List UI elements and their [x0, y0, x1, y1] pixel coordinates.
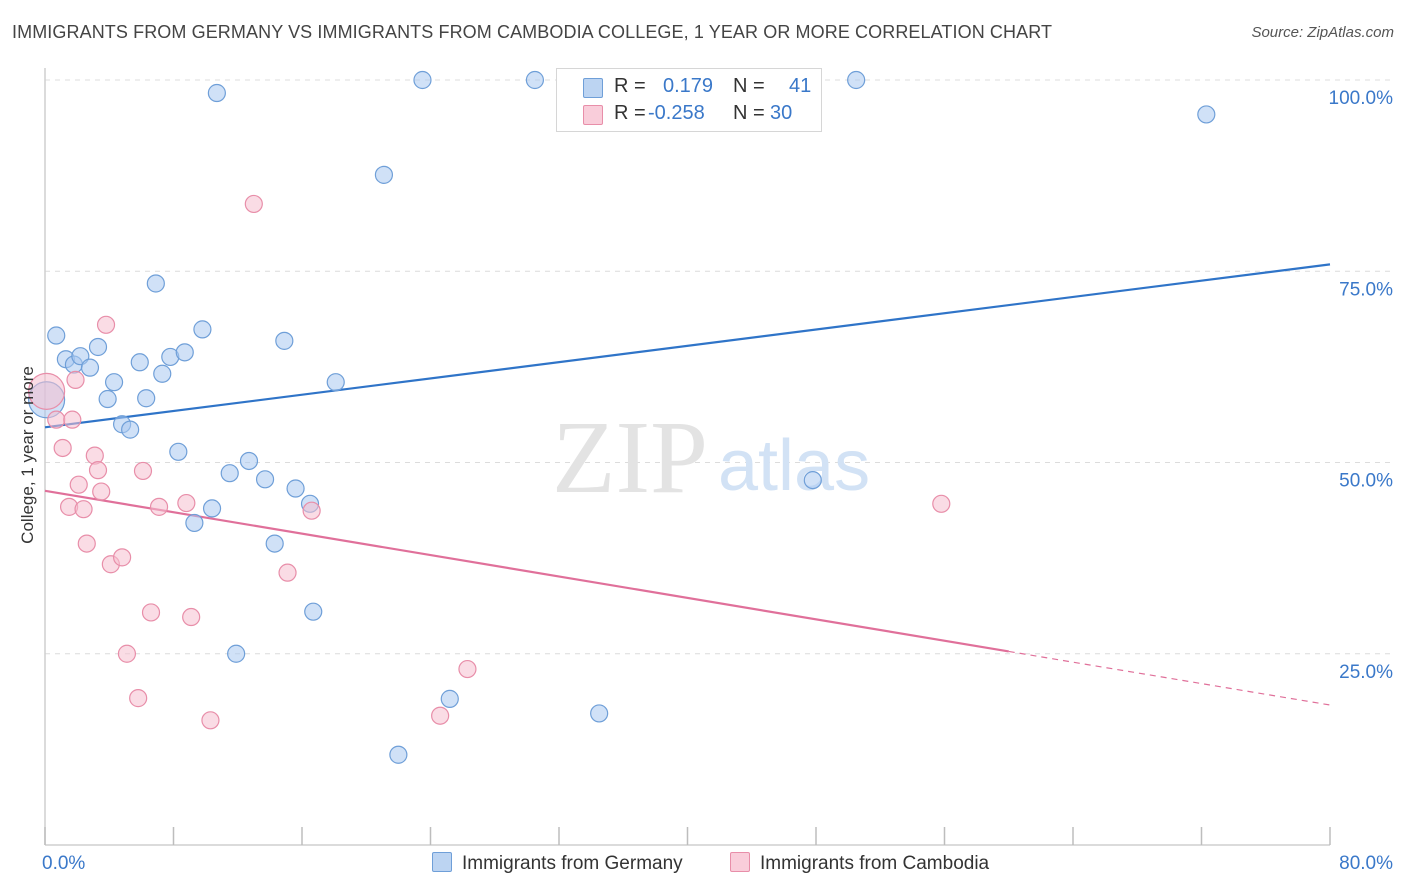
data-point-series-0 — [169, 442, 188, 461]
data-point-series-1 — [53, 438, 72, 458]
legend-item-cambodia: Immigrants from Cambodia — [730, 852, 989, 875]
axes — [44, 68, 1331, 846]
data-point-series-1 — [96, 315, 116, 334]
data-point-series-0 — [153, 364, 172, 383]
data-point-series-1 — [177, 493, 196, 513]
grid-lines — [45, 79, 1395, 655]
data-point-series-0 — [590, 704, 609, 723]
data-point-series-0 — [80, 358, 100, 377]
y-tick-label: 75.0% — [1339, 279, 1393, 300]
data-point-series-1 — [112, 548, 132, 567]
data-point-series-0 — [847, 70, 866, 90]
data-point-series-0 — [389, 745, 408, 764]
x-tick-label-max: 80.0% — [1339, 853, 1393, 874]
data-point-series-1 — [431, 706, 450, 725]
data-point-series-0 — [275, 331, 294, 350]
trend-lines — [44, 263, 1331, 706]
data-point-series-0 — [440, 689, 459, 708]
data-point-series-0 — [286, 479, 305, 498]
data-point-series-0 — [193, 320, 212, 339]
data-point-series-0 — [121, 420, 140, 439]
data-point-series-1 — [201, 711, 220, 730]
data-point-series-0 — [304, 602, 323, 621]
data-point-series-1 — [92, 482, 111, 501]
data-point-series-0 — [130, 353, 149, 372]
data-point-series-0 — [88, 337, 108, 357]
data-point-series-0 — [803, 470, 822, 490]
data-point-series-1 — [117, 644, 137, 663]
data-point-series-0 — [265, 534, 284, 553]
trend-line-extension-series-1 — [1008, 650, 1331, 706]
data-point-series-0 — [104, 373, 124, 392]
data-point-series-1 — [47, 410, 66, 429]
data-point-series-1 — [129, 689, 148, 708]
watermark-zip: ZIP — [552, 400, 708, 515]
data-point-series-1 — [66, 370, 85, 389]
x-tick-labels: 0.0% 80.0% — [42, 853, 1393, 874]
data-point-series-0 — [175, 343, 194, 362]
data-point-series-0 — [525, 70, 545, 90]
data-point-series-0 — [255, 470, 275, 489]
data-point-series-1 — [74, 500, 93, 519]
data-point-series-0 — [202, 499, 222, 518]
chart-title: IMMIGRANTS FROM GERMANY VS IMMIGRANTS FR… — [12, 22, 1053, 42]
y-tick-label: 25.0% — [1339, 662, 1393, 683]
legend-r-label: R = — [614, 102, 646, 124]
data-point-series-0 — [374, 165, 394, 184]
legend-n-label: N = — [733, 75, 765, 97]
data-point-series-1 — [28, 372, 66, 410]
data-point-series-0 — [413, 70, 432, 90]
watermark-atlas: atlas — [718, 426, 870, 506]
data-point-series-0 — [207, 83, 226, 103]
trend-line-series-1 — [44, 489, 1009, 653]
legend-label-cambodia: Immigrants from Cambodia — [760, 853, 990, 874]
data-point-series-1 — [133, 461, 153, 481]
data-point-series-1 — [88, 461, 108, 480]
data-points — [28, 70, 1216, 764]
data-point-series-1 — [63, 410, 82, 429]
legend-swatch-cambodia — [730, 852, 750, 872]
data-point-series-1 — [278, 563, 297, 582]
data-point-series-0 — [326, 373, 345, 392]
data-point-series-0 — [98, 389, 117, 409]
data-point-series-1 — [932, 494, 951, 513]
data-point-series-1 — [77, 534, 96, 553]
legend-r-value: -0.258 — [648, 102, 705, 124]
data-point-series-0 — [185, 513, 204, 533]
legend-item-germany: Immigrants from Germany — [432, 852, 683, 875]
trend-line-series-0 — [44, 263, 1331, 429]
data-point-series-0 — [227, 644, 246, 663]
y-axis-title: College, 1 year or more — [18, 366, 37, 544]
legend-swatch-germany — [583, 78, 603, 98]
data-point-series-0 — [239, 451, 259, 471]
chart-source: Source: ZipAtlas.com — [1251, 24, 1394, 41]
data-point-series-1 — [302, 501, 321, 520]
legend-swatch-germany — [432, 852, 452, 872]
data-point-series-1 — [244, 194, 263, 214]
legend-label-germany: Immigrants from Germany — [462, 853, 683, 874]
legend-swatch-cambodia — [583, 105, 603, 125]
data-point-series-0 — [137, 389, 156, 408]
data-point-series-0 — [1197, 105, 1216, 124]
legend-r-label: R = — [614, 75, 646, 97]
watermark: ZIP atlas — [552, 400, 870, 515]
legend-n-label: N = — [733, 102, 765, 124]
data-point-series-0 — [146, 274, 165, 293]
legend-r-value: 0.179 — [663, 75, 714, 97]
data-point-series-1 — [141, 603, 161, 622]
data-point-series-1 — [458, 659, 477, 679]
data-point-series-1 — [182, 607, 201, 627]
legend-n-value: 41 — [789, 75, 812, 97]
y-tick-label: 100.0% — [1329, 88, 1394, 109]
data-point-series-0 — [47, 326, 66, 345]
y-tick-labels: 25.0% 50.0% 75.0% 100.0% — [1329, 88, 1394, 683]
stats-legend: R = 0.179 N = 41 R = -0.258 N = 30 — [556, 68, 822, 132]
y-tick-label: 50.0% — [1339, 471, 1393, 492]
x-tick-label-min: 0.0% — [42, 853, 85, 874]
data-point-series-1 — [69, 475, 88, 494]
data-point-series-0 — [220, 464, 239, 483]
legend-n-value: 30 — [770, 102, 793, 124]
data-point-series-1 — [149, 497, 169, 516]
